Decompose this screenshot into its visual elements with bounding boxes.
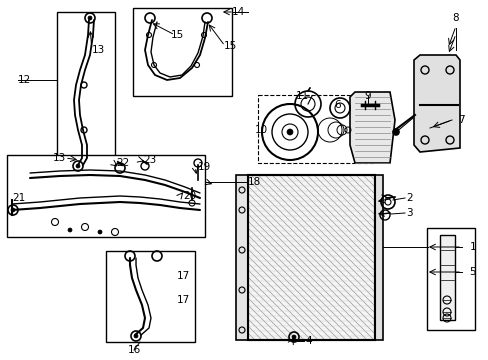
Text: 1: 1 [468, 242, 475, 252]
Text: 3: 3 [405, 208, 412, 218]
Polygon shape [349, 92, 394, 163]
Bar [133, 8, 231, 96]
Bar [7, 155, 204, 237]
Text: 2: 2 [405, 193, 412, 203]
Bar [236, 175, 247, 340]
Text: 23: 23 [142, 155, 156, 165]
Bar [439, 235, 454, 320]
Text: 8: 8 [452, 13, 458, 23]
Text: 15: 15 [170, 30, 183, 40]
Circle shape [392, 129, 398, 135]
Bar [57, 12, 115, 173]
Polygon shape [413, 55, 459, 152]
Text: 18: 18 [247, 177, 261, 187]
Text: 12: 12 [18, 75, 31, 85]
Text: 16: 16 [127, 345, 141, 355]
Text: 6: 6 [334, 100, 341, 110]
Bar [258, 95, 372, 163]
Text: 11: 11 [295, 91, 308, 101]
Text: 5: 5 [468, 267, 475, 277]
Bar [426, 228, 474, 330]
Bar [374, 175, 382, 340]
Circle shape [11, 208, 15, 212]
Bar [247, 175, 374, 340]
Circle shape [286, 129, 292, 135]
Circle shape [291, 335, 295, 339]
Text: 22: 22 [116, 158, 129, 168]
Text: 14: 14 [231, 7, 245, 17]
Circle shape [98, 230, 102, 234]
Text: 10: 10 [254, 125, 267, 135]
Text: 13: 13 [53, 153, 66, 163]
Text: 4: 4 [305, 336, 311, 346]
Text: 17: 17 [177, 271, 190, 281]
Bar [247, 175, 374, 340]
Text: 20: 20 [183, 191, 196, 201]
Text: 17: 17 [177, 295, 190, 305]
Circle shape [68, 228, 72, 232]
Bar [106, 251, 195, 342]
Text: 15: 15 [224, 41, 237, 51]
Text: 9: 9 [364, 91, 370, 101]
Text: 13: 13 [92, 45, 105, 55]
Text: 21: 21 [12, 193, 25, 203]
Circle shape [88, 16, 92, 20]
Circle shape [134, 334, 138, 338]
Text: 19: 19 [198, 162, 211, 172]
Circle shape [76, 164, 80, 168]
Text: 7: 7 [457, 115, 464, 125]
